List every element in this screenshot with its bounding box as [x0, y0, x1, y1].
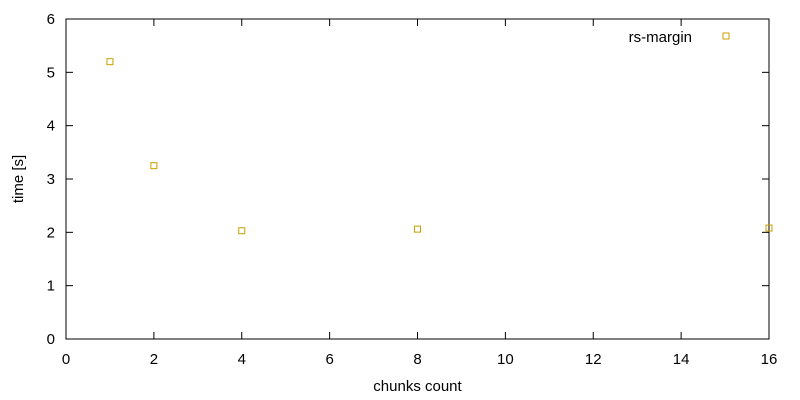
plot-frame [65, 18, 770, 340]
legend-marker [722, 32, 730, 40]
x-axis-ticks: 0 2 4 6 8 10 12 14 16 [62, 19, 778, 368]
y-tick-label: 5 [47, 64, 55, 81]
y-tick-label: 4 [47, 118, 55, 135]
x-tick-label: 6 [325, 351, 333, 368]
x-tick-label: 10 [497, 351, 514, 368]
x-tick-label: 2 [150, 351, 158, 368]
y-tick-label: 2 [47, 224, 55, 241]
legend-label: rs-margin [629, 29, 692, 46]
x-tick-label: 16 [761, 351, 778, 368]
y-tick-label: 3 [47, 171, 55, 188]
data-point [238, 227, 246, 235]
x-axis-label: chunks count [373, 378, 462, 395]
x-tick-label: 0 [62, 351, 70, 368]
data-point [150, 162, 158, 170]
data-point [765, 224, 773, 232]
x-tick-label: 14 [673, 351, 690, 368]
data-point [414, 225, 421, 233]
y-tick-label: 0 [47, 331, 55, 348]
legend: rs-margin [629, 29, 730, 46]
data-points [106, 58, 773, 235]
x-tick-label: 4 [238, 351, 246, 368]
y-tick-label: 6 [47, 11, 55, 28]
y-axis-ticks: 0 1 2 3 4 5 6 [47, 11, 769, 348]
x-tick-label: 8 [413, 351, 421, 368]
x-tick-label: 12 [585, 351, 602, 368]
y-axis-label: time [s] [10, 155, 27, 203]
data-point [106, 58, 114, 66]
y-tick-label: 1 [47, 278, 55, 295]
